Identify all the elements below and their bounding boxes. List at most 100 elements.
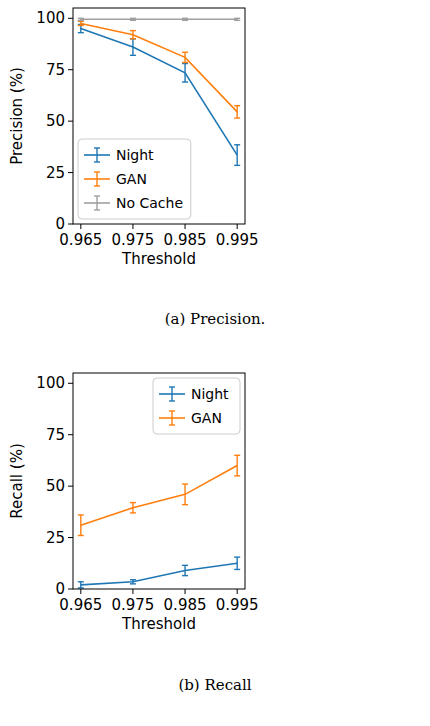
series-line [81, 466, 237, 526]
legend-swatch [171, 411, 172, 425]
legend-box [153, 378, 240, 434]
error-bar [182, 64, 188, 83]
error-cap [130, 55, 136, 56]
error-cap [234, 475, 240, 476]
error-cap [130, 579, 136, 580]
y-tick [68, 121, 73, 122]
legend-box [78, 139, 191, 219]
y-tick [68, 537, 73, 538]
legend-label: No Cache [116, 195, 183, 211]
legend-label: Night [191, 386, 229, 402]
y-tick [68, 383, 73, 384]
caption: (b) Recall [178, 676, 251, 694]
y-tick-label: 100 [36, 9, 65, 27]
y-axis-label: Precision (%) [8, 67, 26, 165]
error-cap [78, 535, 84, 536]
y-tick-label: 50 [46, 477, 65, 495]
error-cap [234, 105, 240, 106]
error-bar [234, 455, 240, 476]
x-tick [185, 589, 186, 594]
x-tick-label: 0.985 [164, 596, 207, 614]
error-cap [130, 512, 136, 513]
legend-swatch [94, 185, 100, 186]
series-line [81, 563, 237, 585]
x-tick [80, 224, 81, 229]
figure: 02550751000.9650.9750.9850.995ThresholdP… [0, 0, 430, 726]
error-cap [182, 565, 188, 566]
error-cap [130, 38, 136, 39]
x-axis-label: Threshold [121, 250, 196, 268]
error-stem [80, 582, 81, 588]
error-bar [234, 557, 240, 569]
x-tick-label: 0.995 [216, 231, 259, 249]
error-cap [234, 455, 240, 456]
error-bar [182, 484, 188, 505]
error-cap [78, 18, 84, 19]
error-cap [130, 30, 136, 31]
y-tick [68, 589, 73, 590]
error-bar [234, 18, 240, 20]
x-tick [132, 224, 133, 229]
error-stem [236, 557, 237, 569]
legend-swatch [94, 161, 100, 162]
error-cap [78, 587, 84, 588]
series-line [81, 29, 237, 156]
plot-frame [73, 8, 245, 224]
error-stem [132, 39, 133, 55]
legend-swatch [169, 400, 175, 401]
error-bar [130, 580, 136, 584]
series-line [81, 23, 237, 111]
x-tick [132, 589, 133, 594]
error-bar [78, 24, 84, 32]
error-bar [130, 503, 136, 513]
y-tick [68, 434, 73, 435]
error-cap [130, 38, 136, 39]
error-bar [234, 106, 240, 118]
x-tick-label: 0.975 [111, 596, 154, 614]
caption: (a) Precision. [165, 310, 266, 328]
error-cap [78, 21, 84, 22]
y-tick [68, 18, 73, 19]
error-stem [132, 503, 133, 513]
error-cap [78, 25, 84, 26]
error-cap [234, 569, 240, 570]
error-bar [78, 18, 84, 20]
error-bar [130, 31, 136, 39]
error-cap [182, 18, 188, 19]
x-tick [80, 589, 81, 594]
y-tick [68, 69, 73, 70]
error-bar [130, 18, 136, 20]
y-tick [68, 224, 73, 225]
error-cap [182, 575, 188, 576]
legend-swatch [94, 147, 100, 148]
error-bar [78, 21, 84, 25]
chart: 02550751000.9650.9750.9850.995ThresholdP… [8, 8, 265, 328]
legend-label: GAN [116, 171, 147, 187]
x-tick-label: 0.975 [111, 231, 154, 249]
y-tick-label: 75 [46, 426, 65, 444]
error-bar [78, 515, 84, 536]
x-tick-label: 0.965 [59, 596, 102, 614]
error-stem [236, 145, 237, 166]
error-cap [182, 504, 188, 505]
legend-swatch [96, 196, 97, 210]
error-cap [130, 20, 136, 21]
error-bar [78, 582, 84, 588]
legend: NightGANNo Cache [78, 139, 191, 219]
error-stem [236, 455, 237, 476]
legend-swatch [94, 195, 100, 196]
error-cap [182, 483, 188, 484]
error-bar [182, 565, 188, 575]
y-tick-label: 75 [46, 61, 65, 79]
error-cap [78, 32, 84, 33]
legend-swatch [169, 410, 175, 411]
error-stem [236, 106, 237, 118]
error-cap [78, 581, 84, 582]
legend-swatch [94, 171, 100, 172]
error-cap [234, 20, 240, 21]
error-cap [130, 583, 136, 584]
error-stem [184, 64, 185, 83]
error-cap [234, 18, 240, 19]
error-bar [182, 52, 188, 62]
legend-label: GAN [191, 410, 222, 426]
